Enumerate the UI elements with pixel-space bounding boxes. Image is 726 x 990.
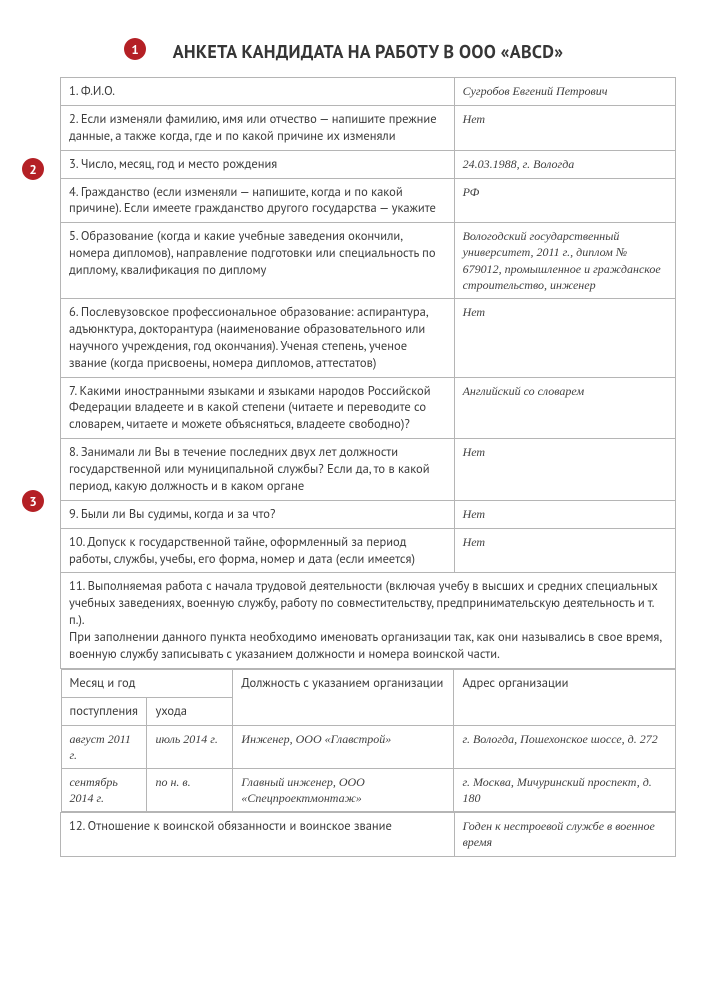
table-row: 11. Выполняемая работа с начала трудовой… [61,573,676,668]
question-cell: 4. Гражданство (если изменяли — напишите… [61,178,455,223]
answer-cell: 24.03.1988, г. Вологда [454,150,675,178]
question-cell: 8. Занимали ли Вы в течение последних дв… [61,439,455,501]
work-history-table: Месяц и год Должность с указанием органи… [61,669,676,813]
work-header-position: Должность с указанием организации [233,669,454,725]
answer-cell: Нет [454,105,675,150]
work-history-wrap: Месяц и год Должность с указанием органи… [61,668,676,813]
work-end-cell: июль 2014 г. [147,725,233,768]
table-row: 12. Отношение к воинской обязанности и в… [61,813,676,856]
table-row: 8. Занимали ли Вы в течение последних дв… [61,439,676,501]
answer-cell: Нет [454,439,675,501]
answer-cell: Нет [454,528,675,573]
question-cell: 12. Отношение к воинской обязанности и в… [61,813,455,856]
table-row: 9. Были ли Вы судимы, когда и за что?Нет [61,500,676,528]
table-row: 7. Какими иностранными языками и языками… [61,377,676,439]
table-row: август 2011 г. июль 2014 г. Инженер, ООО… [61,725,675,768]
table-row: сентябрь 2014 г. по н. в. Главный инжене… [61,768,675,811]
table-row: 1. Ф.И.О.Сугробов Евгений Петрович [61,78,676,106]
answer-cell: Сугробов Евгений Петрович [454,78,675,106]
callout-badge-2: 2 [22,158,44,180]
question-cell: 7. Какими иностранными языками и языками… [61,377,455,439]
work-start-cell: август 2011 г. [61,725,147,768]
work-header-end: ухода [147,697,233,725]
table-row: 5. Образование (когда и какие учебные за… [61,223,676,299]
question-cell: 3. Число, месяц, год и место рождения [61,150,455,178]
answer-cell: Нет [454,500,675,528]
table-row: 10. Допуск к государственной тайне, офор… [61,528,676,573]
question-cell: 10. Допуск к государственной тайне, офор… [61,528,455,573]
questionnaire-table: 1. Ф.И.О.Сугробов Евгений Петрович 2. Ес… [60,77,676,857]
question-cell: 5. Образование (когда и какие учебные за… [61,223,455,299]
answer-cell: Нет [454,299,675,378]
document-title: АНКЕТА КАНДИДАТА НА РАБОТУ В ООО «ABCD» [60,40,676,63]
work-header-period: Месяц и год [61,669,233,697]
page: 1 2 3 АНКЕТА КАНДИДАТА НА РАБОТУ В ООО «… [0,0,726,990]
answer-cell: Вологодский государственный университет,… [454,223,675,299]
work-end-cell: по н. в. [147,768,233,811]
table-row: Месяц и год Должность с указанием органи… [61,669,675,697]
work-position-cell: Инженер, ООО «Главстрой» [233,725,454,768]
work-start-cell: сентябрь 2014 г. [61,768,147,811]
question-cell-full: 11. Выполняемая работа с начала трудовой… [61,573,676,668]
table-row: 4. Гражданство (если изменяли — напишите… [61,178,676,223]
table-row: 2. Если изменяли фамилию, имя или отчест… [61,105,676,150]
table-row: 6. Послевузовское профессиональное образ… [61,299,676,378]
answer-cell: Английский со словарем [454,377,675,439]
question-cell: 2. Если изменяли фамилию, имя или отчест… [61,105,455,150]
work-position-cell: Главный инженер, ООО «Спецпроектмонтаж» [233,768,454,811]
work-address-cell: г. Вологда, Пошехонское шоссе, д. 272 [454,725,675,768]
work-address-cell: г. Москва, Мичуринский проспект, д. 180 [454,768,675,811]
answer-cell: РФ [454,178,675,223]
question-cell: 9. Были ли Вы судимы, когда и за что? [61,500,455,528]
table-row: 3. Число, месяц, год и место рождения24.… [61,150,676,178]
question-cell: 1. Ф.И.О. [61,78,455,106]
callout-badge-3: 3 [22,490,44,512]
work-header-start: поступления [61,697,147,725]
question-cell: 6. Послевузовское профессиональное образ… [61,299,455,378]
answer-cell: Годен к нестроевой службе в военное врем… [454,813,675,856]
work-header-address: Адрес организации [454,669,675,725]
table-row: Месяц и год Должность с указанием органи… [61,668,676,813]
